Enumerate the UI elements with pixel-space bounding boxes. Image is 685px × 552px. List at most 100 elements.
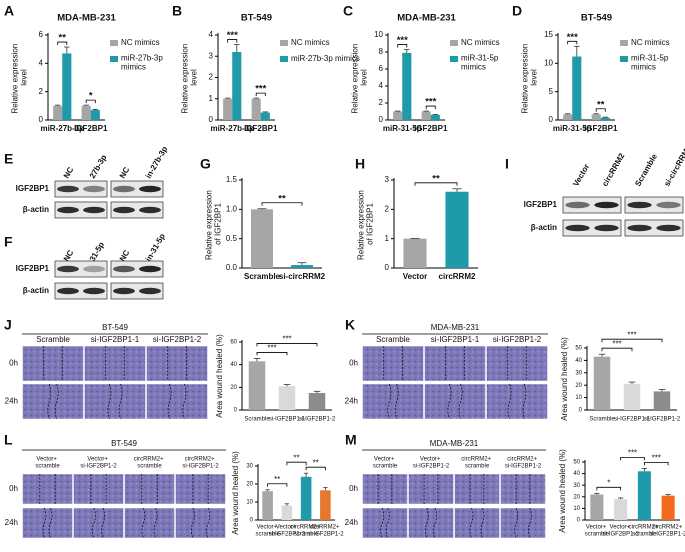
y-tick-label: 20 [246, 482, 253, 488]
row-label: β-actin [23, 205, 49, 214]
y-tick-label: 0 [234, 408, 238, 414]
y-tick-label: 10 [575, 395, 582, 401]
y-tick-label: 0.0 [226, 263, 238, 272]
panel-label: I [505, 156, 509, 172]
microscopy-image [408, 507, 454, 539]
row-label: IGF2BP1 [524, 200, 558, 209]
significance-label: ** [597, 99, 605, 110]
legend-swatch [280, 56, 288, 62]
legend-swatch [280, 40, 288, 46]
microscopy-image [486, 383, 548, 420]
lane-label: Vector [571, 162, 591, 188]
image-title: MDA-MB-231 [431, 323, 480, 332]
row-label: 24h [345, 518, 358, 527]
significance-label: *** [227, 30, 238, 41]
row-label: 24h [345, 397, 358, 406]
x-tick-label: si-IGF2BP1-2 [299, 417, 336, 423]
wound-edge [514, 507, 518, 539]
column-label: Vector+ si-IGF2BP1-2 [413, 456, 450, 469]
y-tick-label: 2 [39, 87, 44, 96]
lane-label: 31-5p [88, 240, 106, 263]
image-title: BT-549 [102, 323, 128, 332]
image-title: MDA-MB-231 [430, 439, 479, 448]
y-tick-label: 0 [385, 263, 390, 272]
significance-bracket [261, 202, 303, 206]
significance-label: *** [612, 339, 621, 348]
significance-label: *** [628, 448, 637, 457]
bar [291, 265, 313, 268]
row-label: β-actin [23, 286, 49, 295]
wound-edge [118, 383, 123, 420]
bar [251, 98, 261, 120]
wound-edge [48, 507, 53, 539]
column-label: Vector+ scramble [35, 456, 60, 469]
significance-bracket [255, 92, 266, 97]
x-tick-label: circRRM2+ scramble [629, 524, 661, 537]
legend-label: NC mimics [121, 38, 160, 47]
significance-bracket [305, 466, 326, 471]
significance-bracket [414, 182, 458, 186]
column-label: circRRM2+ si-IGF2BP1-2 [182, 456, 219, 469]
microscopy-image [500, 507, 546, 539]
x-tick-label: IGF2BP1 [414, 124, 448, 133]
blot-membrane [54, 180, 108, 198]
y-tick-label: 0 [209, 115, 214, 124]
y-axis-label: Relative expression level [351, 41, 369, 113]
blot-band [139, 287, 161, 295]
blot-band [113, 206, 135, 214]
y-tick-label: 50 [575, 346, 582, 352]
microscopy-image [424, 383, 486, 420]
image-title: BT-549 [111, 439, 137, 448]
bar [623, 383, 641, 410]
bar [251, 209, 273, 268]
significance-label: ** [293, 453, 299, 462]
wound-edge [190, 507, 195, 539]
panel-label: K [345, 317, 355, 333]
legend-label: miR-31-5p mimics [631, 54, 671, 72]
microscopy-image [454, 507, 500, 539]
y-tick-label: 0 [579, 408, 583, 414]
bar [308, 393, 326, 410]
blot-membrane [54, 260, 108, 278]
significance-bracket [227, 39, 238, 43]
significance-bracket [595, 108, 606, 112]
legend-swatch [110, 40, 118, 46]
bar [661, 495, 675, 520]
panel-label: C [343, 3, 353, 19]
significance-bracket [620, 456, 645, 461]
x-tick-label: Scramble [244, 417, 270, 423]
column-label: si-IGF2BP1-2 [153, 335, 202, 344]
significance-label: *** [425, 97, 436, 108]
microscopy-image [175, 507, 226, 539]
x-tick-label: Vector+ scramble [255, 524, 280, 537]
microscopy-image [408, 473, 454, 505]
bar [591, 114, 601, 120]
significance-label: *** [282, 335, 291, 344]
wound-edge [141, 507, 146, 539]
significance-label: *** [652, 453, 661, 462]
significance-label: *** [255, 84, 266, 95]
wound-edge [101, 507, 105, 539]
x-tick-label: IGF2BP1 [584, 124, 618, 133]
legend-swatch [620, 40, 628, 46]
wound-edge [182, 383, 187, 420]
significance-label: ** [432, 173, 440, 184]
panel-label: B [172, 3, 182, 19]
bar [637, 471, 651, 520]
row-label: 0h [9, 484, 18, 493]
x-tick-label: miR-31-5p [383, 124, 422, 133]
panel-label: J [4, 317, 12, 333]
row-label: 0h [9, 359, 18, 368]
y-tick-label: 8 [379, 47, 384, 56]
blot-membrane [624, 196, 684, 214]
blot-band [139, 206, 161, 214]
bar [300, 476, 312, 520]
y-axis-label: Area wound healed (%) [215, 334, 224, 418]
blot-band [57, 206, 79, 214]
y-tick-label: 6 [379, 64, 384, 73]
blot-band [57, 185, 79, 193]
microscopy-image [73, 473, 124, 505]
x-tick-label: IGF2BP1 [74, 124, 108, 133]
bar [572, 56, 582, 120]
wound-edge [424, 507, 429, 539]
